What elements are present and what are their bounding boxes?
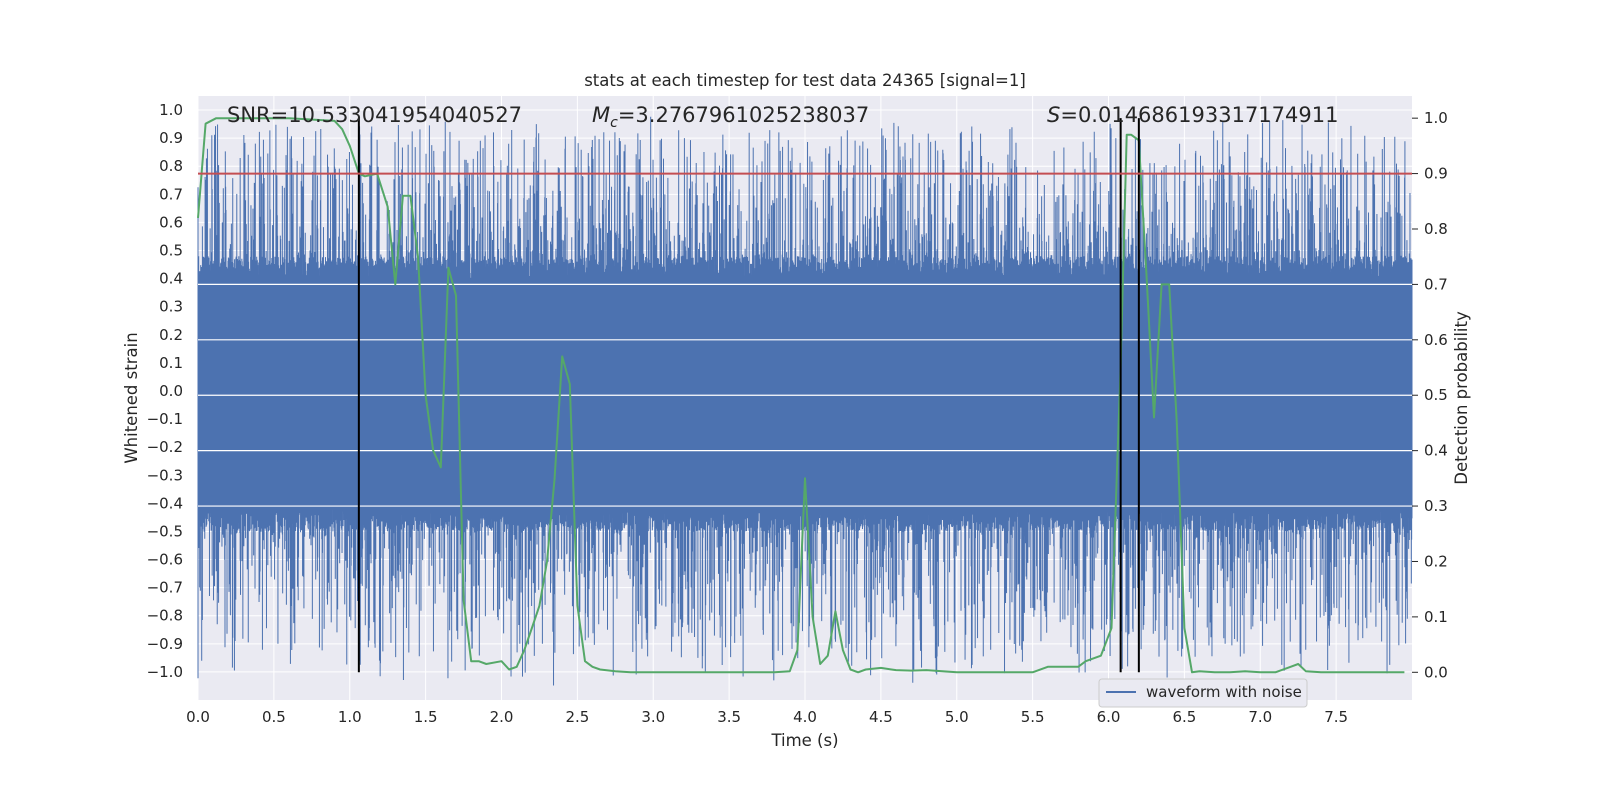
y-left-tick-label: −0.7	[147, 579, 183, 597]
legend-label: waveform with noise	[1146, 683, 1302, 701]
waveform-series	[197, 116, 1413, 686]
y-left-tick-label: −0.8	[147, 607, 183, 625]
x-tick-label: 0.0	[186, 708, 210, 726]
x-tick-label: 2.0	[490, 708, 514, 726]
x-tick-label: 2.5	[565, 708, 589, 726]
y-left-tick-label: 0.1	[159, 354, 183, 372]
y-right-axis-ticks: 1.0 0.9 0.8 0.7 0.6 0.5 0.4 0.3 0.2 0.1 0.0	[1412, 109, 1448, 681]
vertical-markers	[357, 118, 1140, 673]
y-left-tick-label: −0.4	[147, 494, 183, 512]
y-left-tick-label: −0.3	[147, 466, 183, 484]
y-left-tick-label: −0.2	[147, 438, 183, 456]
y-left-tick-label: 0.4	[159, 270, 183, 288]
y-right-tick-label: 0.0	[1424, 663, 1448, 681]
y-left-axis-ticks: 1.0 0.9 0.8 0.7 0.6 0.5 0.4 0.3 0.2 0.1 0.0 −0.1 −0.…	[147, 101, 183, 681]
y-right-tick-label: 0.6	[1424, 331, 1448, 349]
x-tick-label: 4.5	[869, 708, 893, 726]
y-left-tick-label: 0.6	[159, 213, 183, 231]
y-right-tick-label: 0.7	[1424, 275, 1448, 293]
x-tick-label: 4.0	[793, 708, 817, 726]
x-tick-label: 0.5	[262, 708, 286, 726]
x-tick-label: 1.5	[414, 708, 438, 726]
chirp-mass-annotation: Mc=3.2767961025238037	[592, 103, 869, 131]
y-right-tick-label: 1.0	[1424, 109, 1448, 127]
x-tick-label: 5.0	[945, 708, 969, 726]
y-left-axis-label: Whitened strain	[122, 332, 141, 463]
y-left-tick-label: 0.5	[159, 242, 183, 260]
x-tick-label: 7.0	[1248, 708, 1272, 726]
y-left-tick-label: 0.3	[159, 298, 183, 316]
y-right-tick-label: 0.2	[1424, 552, 1448, 570]
y-right-tick-label: 0.9	[1424, 165, 1448, 183]
x-tick-label: 6.0	[1097, 708, 1121, 726]
x-tick-label: 7.5	[1324, 708, 1348, 726]
legend: waveform with noise	[1098, 678, 1308, 708]
x-tick-label: 3.0	[641, 708, 665, 726]
y-right-tick-label: 0.5	[1424, 386, 1448, 404]
y-left-tick-label: 0.2	[159, 326, 183, 344]
x-axis-label: Time (s)	[770, 731, 838, 750]
y-right-tick-label: 0.4	[1424, 442, 1448, 460]
x-axis-ticks: 0.0 0.5 1.0 1.5 2.0 2.5 3.0 3.5 4.0 4.5 5.0 5.5 6.0 6…	[186, 708, 1348, 726]
y-right-tick-label: 0.1	[1424, 608, 1448, 626]
snr-annotation: SNR=10.533041954040527	[227, 103, 522, 127]
y-right-axis-label: Detection probability	[1452, 311, 1471, 485]
statistic-annotation: S=0.014686193317174911	[1047, 103, 1338, 127]
y-left-tick-label: 0.8	[159, 157, 183, 175]
y-left-tick-label: −0.5	[147, 522, 183, 540]
y-left-tick-label: −0.1	[147, 410, 183, 428]
x-tick-label: 1.0	[338, 708, 362, 726]
waveform-line	[197, 116, 1413, 686]
y-right-tick-label: 0.3	[1424, 497, 1448, 515]
y-left-tick-label: −0.6	[147, 551, 183, 569]
y-left-tick-label: 1.0	[159, 101, 183, 119]
x-tick-label: 5.5	[1021, 708, 1045, 726]
x-tick-label: 3.5	[717, 708, 741, 726]
y-left-tick-label: 0.7	[159, 185, 183, 203]
probability-line	[197, 117, 1405, 674]
y-left-tick-label: 0.9	[159, 129, 183, 147]
chart-title: stats at each timestep for test data 243…	[584, 71, 1026, 90]
legend-box	[1098, 678, 1308, 708]
y-left-tick-label: 0.0	[159, 382, 183, 400]
y-right-tick-label: 0.8	[1424, 220, 1448, 238]
y-left-tick-label: −1.0	[147, 663, 183, 681]
probability-series	[197, 117, 1405, 674]
x-tick-label: 6.5	[1172, 708, 1196, 726]
y-left-tick-label: −0.9	[147, 635, 183, 653]
